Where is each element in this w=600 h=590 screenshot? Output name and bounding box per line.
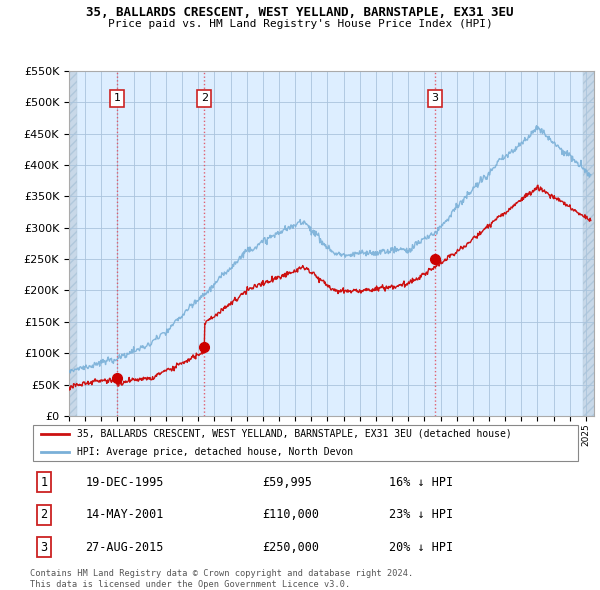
- Bar: [69, 71, 77, 416]
- Text: 2: 2: [200, 93, 208, 103]
- Text: £59,995: £59,995: [262, 476, 312, 489]
- Text: 2: 2: [40, 508, 47, 522]
- Text: 3: 3: [40, 540, 47, 554]
- Text: 35, BALLARDS CRESCENT, WEST YELLAND, BARNSTAPLE, EX31 3EU (detached house): 35, BALLARDS CRESCENT, WEST YELLAND, BAR…: [77, 429, 512, 439]
- Text: 19-DEC-1995: 19-DEC-1995: [85, 476, 164, 489]
- Text: £250,000: £250,000: [262, 540, 319, 554]
- Text: 1: 1: [40, 476, 47, 489]
- Text: 23% ↓ HPI: 23% ↓ HPI: [389, 508, 453, 522]
- Text: 16% ↓ HPI: 16% ↓ HPI: [389, 476, 453, 489]
- Text: 3: 3: [431, 93, 439, 103]
- Text: HPI: Average price, detached house, North Devon: HPI: Average price, detached house, Nort…: [77, 447, 353, 457]
- Text: Contains HM Land Registry data © Crown copyright and database right 2024.
This d: Contains HM Land Registry data © Crown c…: [30, 569, 413, 589]
- Text: 20% ↓ HPI: 20% ↓ HPI: [389, 540, 453, 554]
- FancyBboxPatch shape: [33, 425, 578, 461]
- Text: 27-AUG-2015: 27-AUG-2015: [85, 540, 164, 554]
- Text: 35, BALLARDS CRESCENT, WEST YELLAND, BARNSTAPLE, EX31 3EU: 35, BALLARDS CRESCENT, WEST YELLAND, BAR…: [86, 6, 514, 19]
- Text: £110,000: £110,000: [262, 508, 319, 522]
- Bar: [583, 71, 599, 416]
- Text: 1: 1: [113, 93, 121, 103]
- Text: 14-MAY-2001: 14-MAY-2001: [85, 508, 164, 522]
- Text: Price paid vs. HM Land Registry's House Price Index (HPI): Price paid vs. HM Land Registry's House …: [107, 19, 493, 29]
